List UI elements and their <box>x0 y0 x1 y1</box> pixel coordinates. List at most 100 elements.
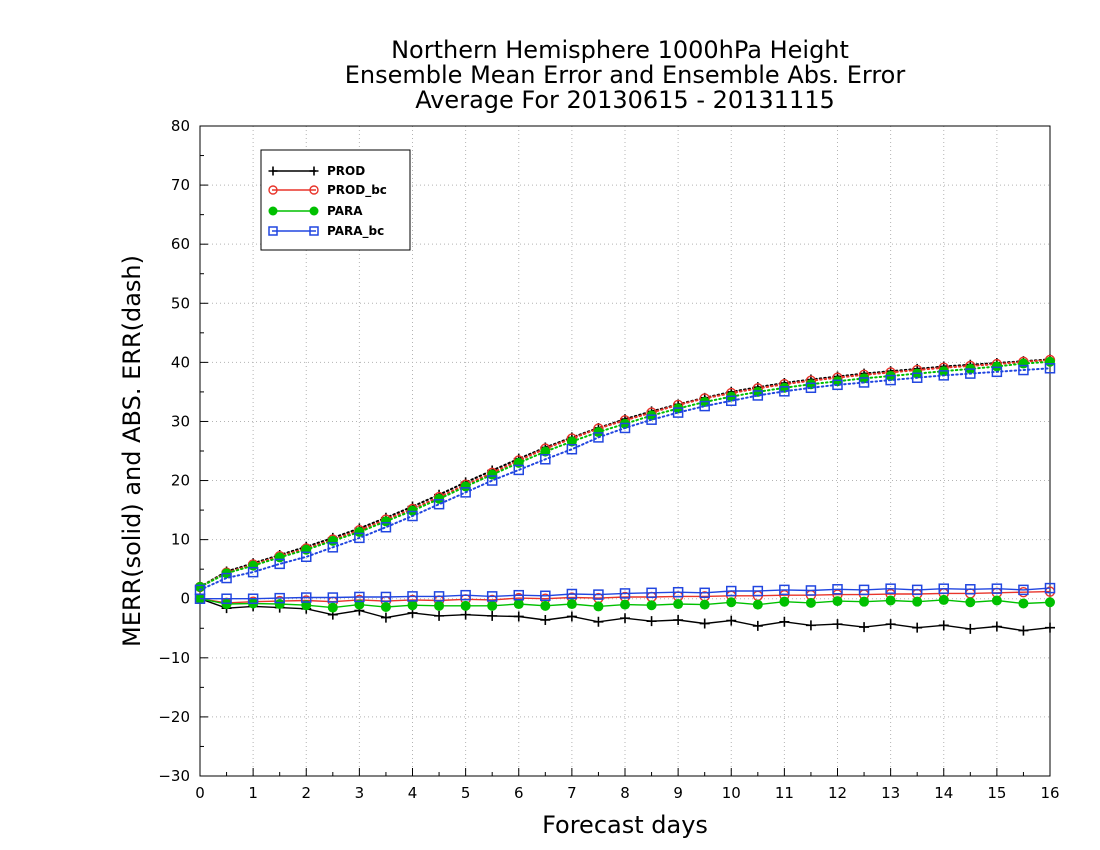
abs-err-point-para <box>248 560 259 571</box>
merr-point-prod <box>540 615 551 625</box>
legend-marker-para <box>268 206 278 216</box>
merr-point-prod <box>620 613 630 624</box>
abs-err-point-para-bc <box>327 542 339 553</box>
merr-point-prod <box>859 622 870 633</box>
x-axis-label: Forecast days <box>542 811 708 839</box>
y-tick-label: −20 <box>158 708 190 726</box>
y-tick-label: −10 <box>158 649 190 667</box>
abs-err-point-para-bc <box>752 390 764 401</box>
merr-point-para <box>779 596 790 607</box>
abs-err-point-para-bc <box>354 532 365 544</box>
chart-title-line-3: Average For 20130615 - 20131115 <box>415 86 835 114</box>
abs-err-point-para-bc <box>1018 364 1029 376</box>
abs-err-point-para <box>327 535 338 546</box>
abs-err-point-para-bc <box>726 395 737 407</box>
abs-err-point-para-bc <box>938 370 949 381</box>
abs-err-point-para <box>274 552 285 563</box>
abs-err-point-para-bc <box>832 379 843 391</box>
abs-err-point-para-bc <box>699 400 710 412</box>
merr-point-para-bc <box>832 584 843 595</box>
abs-err-point-para <box>195 581 205 592</box>
merr-point-para <box>221 599 232 610</box>
x-tick-label: 7 <box>567 784 577 802</box>
merr-point-para-bc <box>991 583 1003 594</box>
abs-err-point-para-bc <box>672 407 684 418</box>
merr-point-para-bc <box>885 583 896 594</box>
merr-point-para-bc <box>726 585 737 597</box>
abs-err-line-prod-bc <box>199 359 1051 588</box>
merr-point-para-bc <box>1018 584 1029 596</box>
merr-point-para <box>965 597 976 608</box>
x-tick-label: 0 <box>195 784 205 802</box>
abs-err-point-para-bc <box>247 566 259 578</box>
abs-err-point-para <box>1018 358 1029 369</box>
merr-line-prod-bc <box>199 590 1051 604</box>
abs-err-point-para <box>407 505 418 516</box>
merr-point-para-bc <box>566 588 578 600</box>
merr-point-prod <box>566 611 577 622</box>
abs-err-point-para-bc <box>301 551 312 563</box>
legend-label-para-bc: PARA_bc <box>327 224 384 239</box>
legend-marker-prod-bc <box>268 185 278 195</box>
merr-point-para <box>274 599 285 610</box>
merr-point-prod <box>434 610 445 621</box>
x-tick-label: 11 <box>775 784 794 802</box>
x-tick-label: 1 <box>248 784 258 802</box>
abs-err-point-para-bc <box>513 464 524 476</box>
merr-point-para <box>540 600 551 611</box>
merr-point-para <box>673 599 684 610</box>
merr-point-para-bc <box>407 591 418 602</box>
abs-err-point-para-bc <box>566 443 578 455</box>
merr-point-prod <box>460 609 471 620</box>
merr-point-para-bc <box>327 592 339 603</box>
merr-point-para-bc <box>354 591 365 603</box>
legend-box <box>260 149 411 251</box>
abs-err-point-para-bc <box>858 377 870 388</box>
abs-err-point-para-bc <box>779 386 790 397</box>
x-tick-label: 9 <box>673 784 683 802</box>
y-axis-label: MERR(solid) and ABS. ERR(dash) <box>118 255 146 647</box>
merr-point-prod <box>1018 625 1029 636</box>
merr-point-para-bc <box>699 587 710 599</box>
merr-point-prod <box>673 615 684 625</box>
merr-point-para-bc <box>779 584 790 596</box>
abs-err-point-para <box>513 457 524 468</box>
abs-err-point-para-bc <box>593 432 604 443</box>
x-tick-label: 2 <box>301 784 311 802</box>
abs-err-line-para-bc <box>199 367 1051 591</box>
chart-title-line-1: Northern Hemisphere 1000hPa Height <box>391 36 849 64</box>
merr-point-prod <box>779 616 790 627</box>
merr-point-para-bc <box>938 583 949 594</box>
merr-point-prod <box>938 620 949 631</box>
abs-err-point-para <box>434 493 445 504</box>
merr-line-para-bc <box>200 587 1051 600</box>
merr-point-para-bc <box>194 593 206 604</box>
merr-point-prod <box>646 616 657 627</box>
y-tick-label: 30 <box>171 412 190 430</box>
x-tick-label: 16 <box>1040 784 1059 802</box>
merr-point-para <box>434 600 445 611</box>
merr-point-para <box>699 599 710 610</box>
abs-err-point-para-bc <box>380 521 392 533</box>
abs-err-point-para-bc <box>911 372 923 383</box>
merr-point-para-bc <box>221 593 232 604</box>
merr-point-para-bc <box>752 585 764 597</box>
legend-label-prod: PROD <box>327 164 365 178</box>
abs-err-point-para <box>301 544 312 555</box>
abs-err-point-para-bc <box>221 572 232 584</box>
abs-err-point-para-bc <box>646 414 657 425</box>
y-tick-label: 0 <box>180 590 190 608</box>
abs-err-point-para-bc <box>274 558 285 570</box>
legend-marker-prod <box>309 166 319 176</box>
abs-err-point-para-bc <box>407 510 418 522</box>
merr-point-prod <box>513 611 524 622</box>
merr-point-prod <box>912 622 923 633</box>
x-tick-label: 3 <box>355 784 365 802</box>
merr-point-para-bc <box>965 584 976 595</box>
abs-err-line-prod <box>199 358 1051 588</box>
merr-point-para <box>407 600 418 611</box>
legend-marker-para <box>309 206 319 216</box>
abs-err-point-para <box>991 361 1002 372</box>
merr-point-para <box>726 597 737 608</box>
x-tick-label: 4 <box>408 784 418 802</box>
